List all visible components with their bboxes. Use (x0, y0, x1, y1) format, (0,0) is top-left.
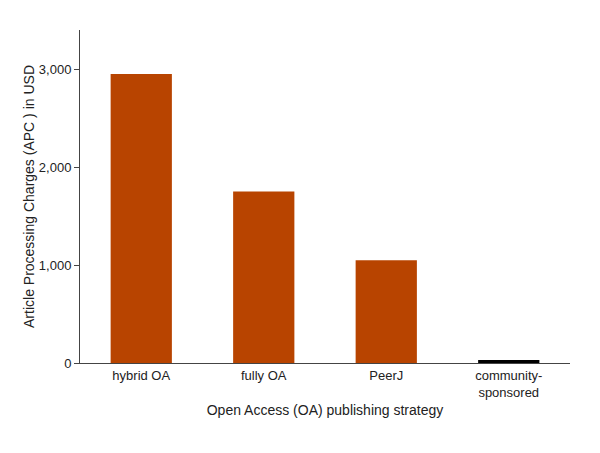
svg-text:Open Access (OA) publishing st: Open Access (OA) publishing strategy (207, 402, 444, 418)
svg-text:fully OA: fully OA (241, 368, 287, 383)
svg-text:1,000: 1,000 (39, 258, 72, 273)
svg-text:0: 0 (64, 356, 71, 371)
svg-text:2,000: 2,000 (39, 160, 72, 175)
svg-text:3,000: 3,000 (39, 62, 72, 77)
svg-text:PeerJ: PeerJ (369, 368, 403, 383)
svg-text:community-sponsored: community-sponsored (475, 368, 542, 400)
svg-text:hybrid OA: hybrid OA (112, 368, 170, 383)
svg-text:Article Processing Charges (AP: Article Processing Charges (APC ) in USD (21, 65, 37, 328)
